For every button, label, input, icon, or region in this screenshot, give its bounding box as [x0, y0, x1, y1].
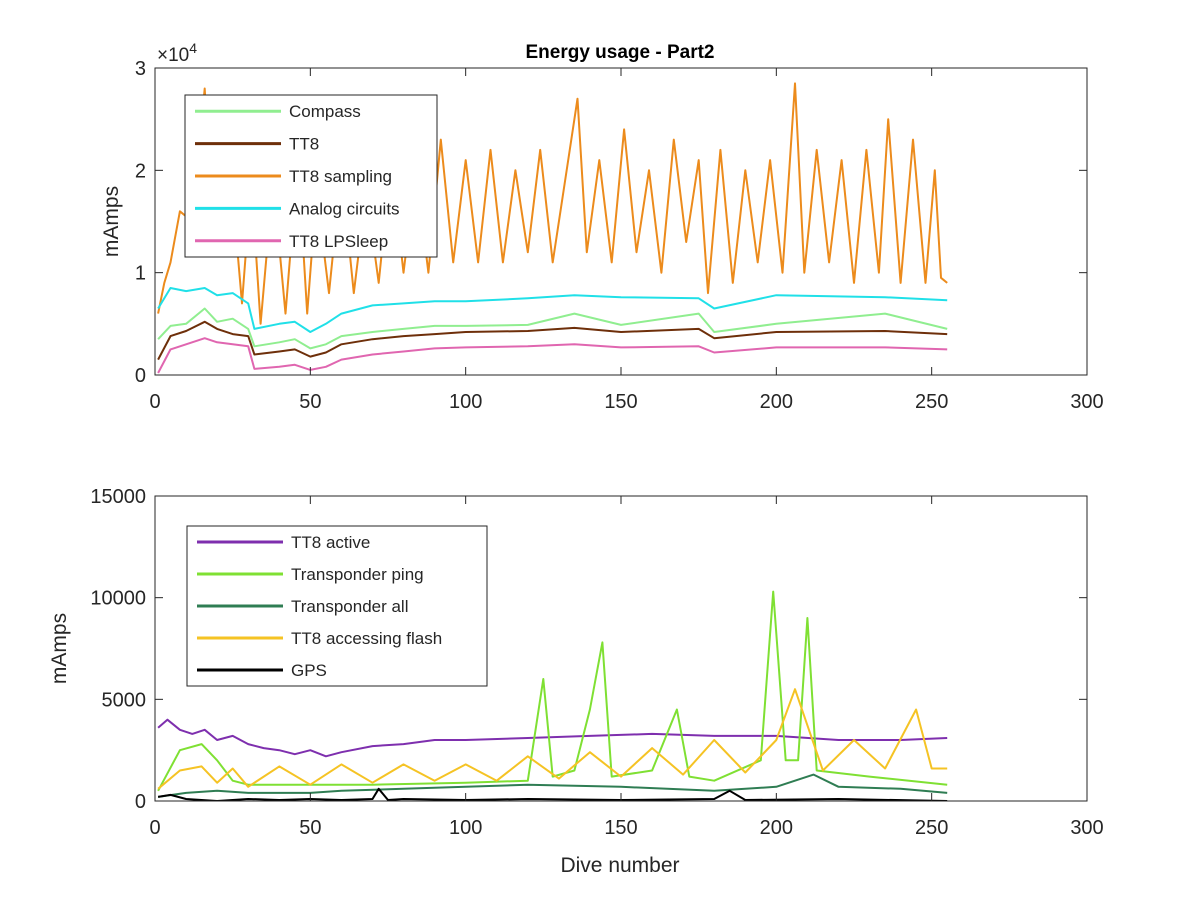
series-line-analog-circuits	[157, 287, 948, 333]
legend-label: TT8 active	[291, 533, 370, 552]
top-panel: 0 50 100 150 200 250 3000123×104mAmpsCompassTT…	[100, 40, 1104, 413]
series-line-tt8-lpsleep	[157, 337, 948, 374]
series-line-transponder-ping	[157, 590, 948, 792]
x-tick-label: 0	[149, 391, 160, 413]
legend-label: GPS	[291, 661, 327, 680]
x-axis-label: Dive number	[560, 854, 679, 877]
y-tick-label: 0	[135, 791, 146, 813]
x-tick-label: 0	[149, 817, 160, 839]
legend-label: Transponder all	[291, 597, 409, 616]
legend: Compass TT8 TT8 sampling Analog circuits TT8…	[184, 94, 438, 258]
legend-label: Transponder ping	[291, 565, 424, 584]
x-tick-label: 300	[1070, 817, 1103, 839]
y-tick-label: 3	[135, 58, 146, 80]
x-tick-label: 200	[760, 817, 793, 839]
series-line-tt8-accessing-flash	[157, 688, 948, 790]
y-axis-label: mAmps	[100, 186, 123, 257]
bottom-panel: 0 50 100 150 200 250 300 0 5000 10000 15000 mAmps TT…	[48, 486, 1104, 839]
legend-label: Compass	[289, 102, 361, 121]
x-tick-label: 200	[760, 391, 793, 413]
x-tick-label: 50	[299, 391, 321, 413]
legend-label: TT8 accessing flash	[291, 629, 442, 648]
series-line-compass	[157, 307, 948, 350]
series-line-gps	[157, 787, 948, 801]
figure-title: Energy usage - Part2	[525, 42, 714, 63]
series-line-transponder-all	[157, 773, 948, 798]
series-line-tt8	[157, 320, 948, 361]
series-group	[157, 590, 948, 801]
x-tick-label: 100	[449, 391, 482, 413]
x-tick-label: 250	[915, 817, 948, 839]
y-exponent-power: 4	[189, 40, 197, 56]
y-axis-label: mAmps	[48, 613, 71, 684]
series-group	[157, 82, 948, 374]
y-tick-label: 10000	[90, 588, 146, 610]
y-tick-label: 1	[135, 263, 146, 285]
y-tick-label: 5000	[102, 689, 147, 711]
y-tick-label: 15000	[90, 486, 146, 508]
legend: TT8 active Transponder ping Transponder al…	[186, 525, 488, 687]
series-line-tt8-active	[157, 718, 948, 758]
y-tick-label: 2	[135, 160, 146, 182]
x-tick-label: 50	[299, 817, 321, 839]
legend-label: TT8 LPSleep	[289, 232, 388, 251]
x-tick-label: 100	[449, 817, 482, 839]
legend-label: Analog circuits	[289, 199, 400, 218]
x-tick-label: 250	[915, 391, 948, 413]
legend-label: TT8 sampling	[289, 167, 392, 186]
y-tick-label: 0	[135, 365, 146, 387]
x-tick-label: 300	[1070, 391, 1103, 413]
x-tick-label: 150	[604, 391, 637, 413]
legend-label: TT8	[289, 135, 319, 154]
x-tick-label: 150	[604, 817, 637, 839]
